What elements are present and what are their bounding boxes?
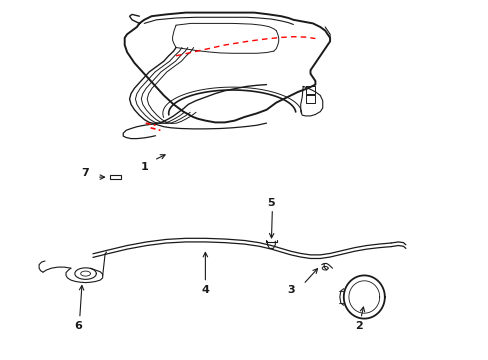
Text: 6: 6 [74, 321, 82, 331]
Text: 4: 4 [201, 285, 209, 295]
Text: 7: 7 [81, 168, 89, 178]
Text: 5: 5 [267, 198, 275, 208]
Text: 2: 2 [355, 321, 363, 331]
Text: 3: 3 [286, 285, 294, 295]
Text: 1: 1 [140, 162, 148, 172]
